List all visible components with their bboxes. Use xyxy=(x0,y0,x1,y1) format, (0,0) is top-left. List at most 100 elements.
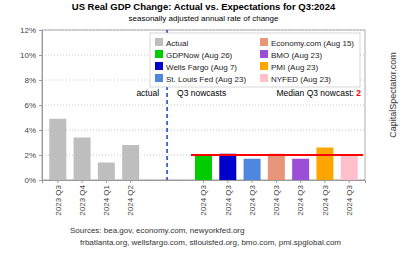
legend-swatch xyxy=(260,50,268,58)
x-tick-label: 2024 Q3 xyxy=(224,184,233,215)
bar xyxy=(292,159,309,180)
y-tick-label: 2% xyxy=(24,151,36,160)
x-tick-label: 2024 Q3 xyxy=(321,184,330,215)
y-tick: 8% xyxy=(24,76,42,85)
title: US Real GDP Change: Actual vs. Expectati… xyxy=(72,1,336,12)
legend-swatch xyxy=(155,74,163,82)
subtitle: seasonally adjusted annual rate of chang… xyxy=(129,14,279,23)
legend-swatch xyxy=(155,50,163,58)
annotation: actual xyxy=(136,88,159,98)
y-tick-mark xyxy=(39,30,42,31)
legend-label: BMO (Aug 23) xyxy=(271,51,322,60)
legend-swatch xyxy=(260,62,268,70)
legend-label: GDPNow (Aug 26) xyxy=(166,51,233,60)
y-tick-label: 0% xyxy=(24,176,36,185)
x-tick-label: 2024 Q3 xyxy=(345,184,354,215)
watermark: CapitalSpectator.com xyxy=(388,52,398,138)
legend-label: St. Louis Fed (Aug 23) xyxy=(166,75,246,84)
source: frbatlanta.org, wellsfargo.com, stlouisf… xyxy=(80,238,341,247)
x-axis: 2023 Q3 2023 Q4 2024 Q1 2024 Q2 2024 Q3 2024 … xyxy=(43,180,366,216)
x-tick-mark xyxy=(349,180,350,183)
x-tick-label: 2023 Q3 xyxy=(54,184,63,215)
chart: US Real GDP Change: Actual vs. Expectati… xyxy=(0,0,415,260)
y-axis-line xyxy=(39,31,43,181)
bar xyxy=(49,119,66,180)
x-tick: 2024 Q3 xyxy=(345,180,354,216)
x-axis-line xyxy=(43,181,366,184)
x-tick-label: 2024 Q3 xyxy=(248,184,257,215)
median-line xyxy=(191,154,363,156)
y-tick-mark xyxy=(39,55,42,56)
bar xyxy=(122,145,139,180)
bars xyxy=(49,119,363,180)
y-tick-mark xyxy=(39,155,42,156)
bar xyxy=(268,154,285,180)
x-tick-mark xyxy=(252,180,253,183)
source: Sources: bea.gov, economy.com, newyorkfe… xyxy=(70,226,244,235)
bar xyxy=(341,155,358,180)
legend: Actual GDPNow (Aug 26) Wells Fargo (Aug 7)… xyxy=(150,33,360,87)
x-tick: 2024 Q3 xyxy=(248,180,257,216)
x-tick-mark xyxy=(82,180,83,183)
x-tick-label: 2024 Q3 xyxy=(272,184,281,215)
y-tick: 12% xyxy=(20,26,42,35)
x-tick: 2024 Q3 xyxy=(321,180,330,216)
y-tick: 4% xyxy=(24,126,42,135)
x-tick: 2023 Q3 xyxy=(54,180,63,216)
bar xyxy=(98,163,115,181)
x-tick: 2023 Q4 xyxy=(78,180,87,216)
plot-frame xyxy=(42,30,365,180)
y-tick-mark xyxy=(39,80,42,81)
median-value: 2 xyxy=(356,88,361,98)
legend-label: Wells Fargo (Aug 7) xyxy=(166,63,237,72)
x-tick-label: 2024 Q3 xyxy=(296,184,305,215)
y-tick-label: 8% xyxy=(24,76,36,85)
y-tick-mark xyxy=(39,105,42,106)
x-tick-mark xyxy=(276,180,277,183)
x-tick: 2024 Q3 xyxy=(296,180,305,216)
y-axis: 0% 2% 4% 6% 8% 10% 12% xyxy=(20,26,43,185)
y-tick: 2% xyxy=(24,151,42,160)
legend-label: Actual xyxy=(166,39,188,48)
median-label: Median Q3 nowcast: xyxy=(276,88,356,98)
annotation: Q3 nowcasts xyxy=(177,88,226,98)
y-tick-label: 6% xyxy=(24,101,36,110)
x-tick-mark xyxy=(203,180,204,183)
x-tick: 2024 Q3 xyxy=(199,180,208,216)
legend-swatch xyxy=(260,74,268,82)
x-tick-mark xyxy=(300,180,301,183)
legend-box xyxy=(150,33,360,87)
x-tick-label: 2024 Q1 xyxy=(102,184,111,215)
x-tick-mark xyxy=(57,180,58,183)
median-annotation: Median Q3 nowcast: 2 xyxy=(276,88,361,98)
x-tick: 2024 Q2 xyxy=(126,180,135,216)
legend-label: Economy.com (Aug 15) xyxy=(271,39,354,48)
y-tick: 10% xyxy=(20,51,42,60)
y-tick-mark xyxy=(39,130,42,131)
x-tick: 2024 Q3 xyxy=(272,180,281,216)
x-tick: 2024 Q1 xyxy=(102,180,111,216)
bar xyxy=(74,138,91,181)
bar xyxy=(316,148,333,181)
x-tick-mark xyxy=(130,180,131,183)
x-tick-mark xyxy=(324,180,325,183)
x-tick-label: 2023 Q4 xyxy=(78,184,87,215)
x-tick-label: 2024 Q3 xyxy=(199,184,208,215)
y-tick: 0% xyxy=(24,176,42,185)
x-tick: 2024 Q3 xyxy=(224,180,233,216)
grid xyxy=(42,30,365,180)
bar xyxy=(195,155,212,180)
y-tick: 6% xyxy=(24,101,42,110)
legend-swatch xyxy=(260,38,268,46)
y-tick-label: 10% xyxy=(20,51,36,60)
legend-swatch xyxy=(155,62,163,70)
y-grid-line xyxy=(42,130,365,131)
legend-label: NYFED (Aug 23) xyxy=(271,75,331,84)
bar xyxy=(219,154,236,180)
y-grid-line xyxy=(42,105,365,106)
legend-label: PMI (Aug 23) xyxy=(271,63,318,72)
x-tick-mark xyxy=(106,180,107,183)
y-tick-label: 12% xyxy=(20,26,36,35)
legend-swatch xyxy=(155,38,163,46)
y-tick-label: 4% xyxy=(24,126,36,135)
